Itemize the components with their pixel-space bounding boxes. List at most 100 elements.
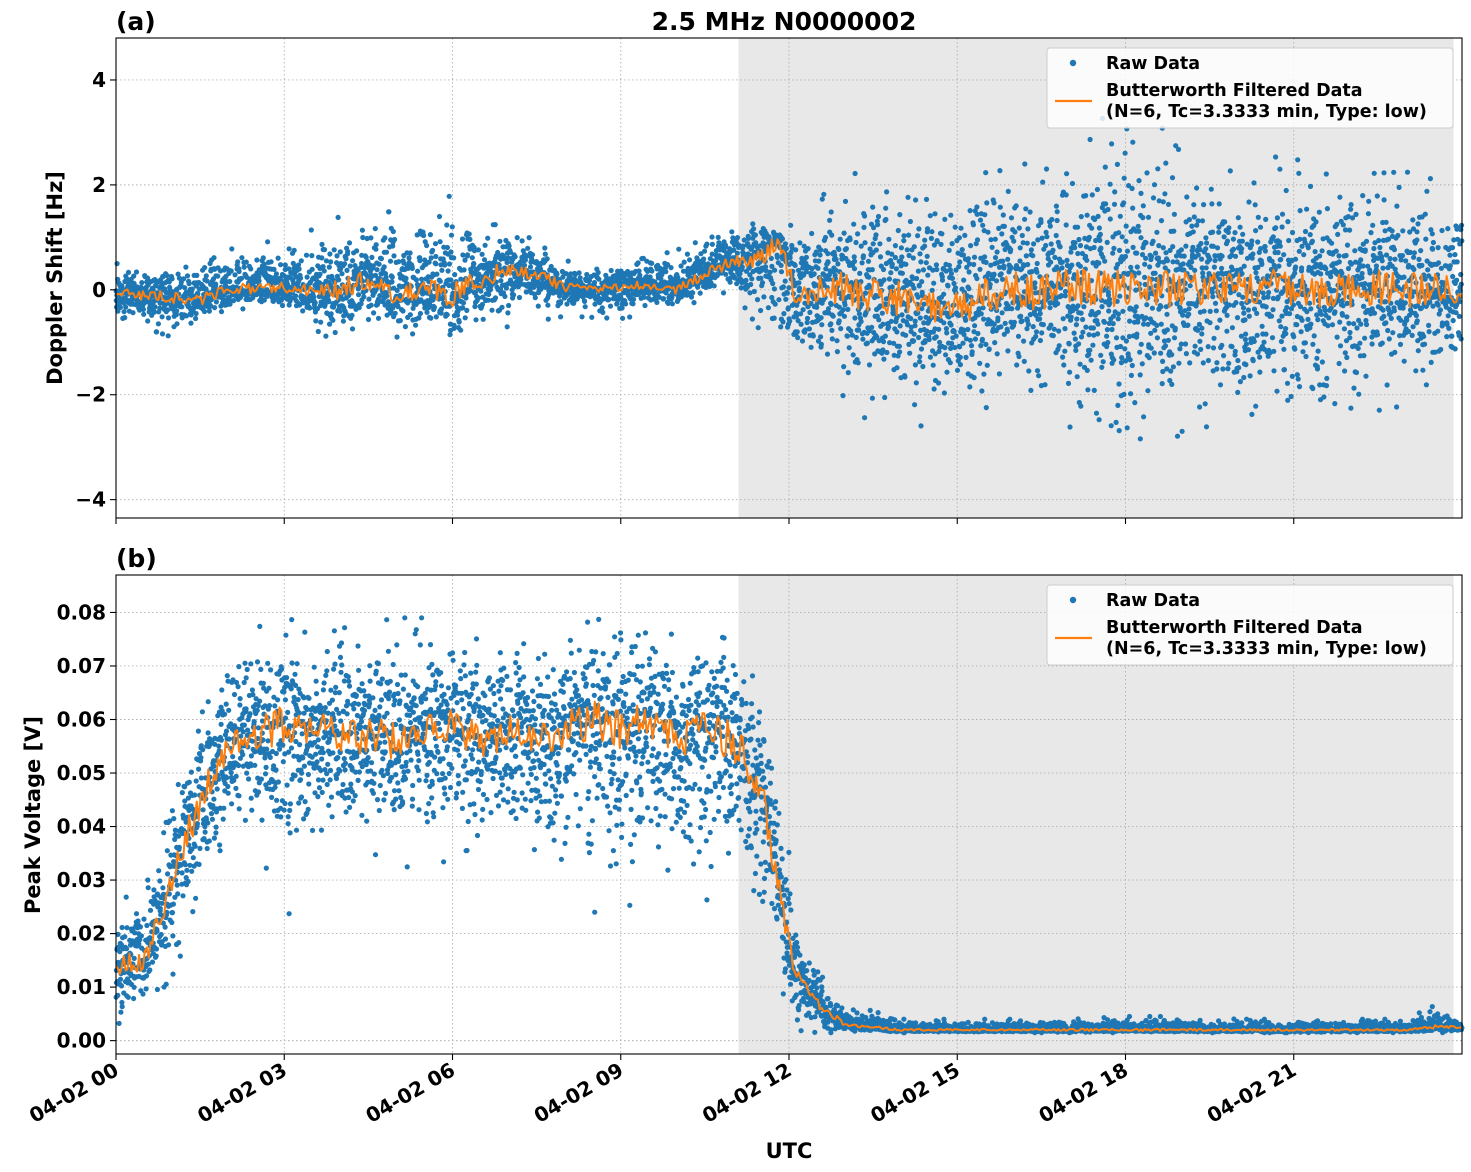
panel-a-raw-point — [155, 321, 161, 327]
panel-a-raw-point — [248, 266, 254, 272]
panel-a-raw-point — [663, 269, 669, 275]
panel-a-raw-point — [895, 227, 901, 234]
panel-a-raw-point — [1370, 222, 1376, 228]
panel-a-raw-point — [941, 291, 947, 297]
panel-a-raw-point — [842, 198, 849, 204]
panel-a-raw-point — [1224, 238, 1231, 244]
panel-a-raw-point — [596, 276, 602, 282]
panel-a-raw-point — [1219, 253, 1225, 259]
panel-a-raw-point — [1334, 334, 1340, 340]
panel-a-raw-point — [458, 327, 464, 333]
panel-a-raw-point — [442, 262, 448, 268]
panel-a-raw-point — [325, 293, 331, 299]
panel-a-raw-point — [1143, 315, 1149, 321]
panel-a-raw-point — [207, 302, 213, 309]
panel-a-raw-point — [1381, 197, 1387, 203]
panel-a-raw-point — [370, 263, 376, 269]
panel-a-raw-point — [844, 333, 851, 339]
panel-a-raw-point — [1170, 244, 1176, 250]
panel-a-raw-point — [437, 239, 443, 245]
panel-a-raw-point — [1216, 201, 1222, 207]
panel-a-raw-point — [956, 264, 962, 270]
panel-a-raw-point — [911, 285, 917, 291]
panel-a-raw-point — [238, 275, 245, 281]
panel-a-raw-point — [586, 277, 593, 284]
panel-a-raw-point — [859, 301, 865, 307]
panel-a-raw-point — [808, 344, 814, 350]
panel-a-raw-point — [1383, 219, 1389, 225]
panel-a-raw-point — [1030, 253, 1036, 259]
panel-a-raw-point — [164, 272, 170, 279]
panel-a-raw-point — [1336, 259, 1342, 265]
panel-a-raw-point — [1122, 253, 1129, 260]
panel-a-raw-point — [125, 269, 132, 275]
panel-a-raw-point — [1122, 346, 1128, 352]
panel-a-raw-point — [159, 331, 166, 337]
panel-a-raw-point — [359, 227, 365, 233]
panel-a-raw-point — [1148, 254, 1155, 260]
panel-a-raw-point — [828, 321, 834, 327]
panel-a-raw-point — [758, 307, 764, 314]
panel-a-raw-point — [1346, 320, 1352, 326]
panel-a-raw-point — [1133, 304, 1139, 310]
panel-a-raw-point — [1103, 201, 1109, 207]
panel-a-raw-point — [1250, 358, 1256, 364]
panel-a-raw-point — [1229, 325, 1235, 331]
panel-a-raw-point — [604, 315, 610, 321]
panel-a-raw-point — [865, 258, 872, 264]
panel-a-raw-point — [1105, 206, 1111, 213]
panel-a-raw-point — [743, 277, 749, 283]
panel-a-raw-point — [1225, 229, 1231, 235]
panel-a-raw-point — [1332, 309, 1338, 315]
panel-a-raw-point — [1359, 270, 1365, 277]
panel-a-raw-point — [1134, 264, 1140, 270]
panel-a-raw-point — [778, 269, 785, 275]
panel-a-raw-point — [1283, 331, 1289, 337]
panel-a-raw-point — [1174, 433, 1181, 439]
panel-a-raw-point — [1114, 161, 1120, 167]
panel-a-raw-point — [363, 254, 369, 260]
panel-a-raw-point — [1086, 332, 1092, 338]
panel-a-raw-point — [780, 284, 787, 290]
panel-a-raw-point — [1117, 293, 1123, 299]
panel-a-raw-point — [504, 324, 510, 330]
panel-a-raw-point — [974, 237, 981, 243]
panel-a-raw-point — [1251, 180, 1257, 186]
panel-a-raw-point — [261, 261, 267, 267]
panel-a-raw-point — [1075, 250, 1081, 257]
panel-a-raw-point — [994, 249, 1000, 255]
panel-a-raw-point — [702, 248, 708, 254]
panel-a-raw-point — [424, 242, 430, 249]
panel-a-raw-point — [1012, 229, 1018, 235]
panel-a-raw-point — [786, 285, 792, 291]
panel-a-raw-point — [506, 255, 512, 261]
panel-a-raw-point — [366, 296, 372, 302]
panel-a-raw-point — [503, 285, 509, 291]
panel-a-raw-point — [1303, 353, 1309, 360]
panel-a-raw-point — [912, 402, 918, 408]
panel-a-raw-point — [888, 270, 894, 276]
panel-a-raw-point — [481, 257, 488, 263]
panel-a-raw-point — [978, 343, 984, 349]
panel-a-raw-point — [354, 248, 360, 254]
panel-a-raw-point — [1185, 322, 1191, 328]
panel-a-raw-point — [467, 288, 473, 294]
panel-a-raw-point — [1283, 187, 1289, 194]
panel-a-raw-point — [936, 326, 942, 332]
panel-a-raw-point — [742, 305, 748, 311]
panel-a-raw-point — [279, 302, 286, 309]
panel-a-raw-point — [907, 218, 914, 225]
panel-a-raw-point — [1141, 414, 1147, 420]
panel-a-raw-point — [417, 258, 423, 264]
panel-a-raw-point — [991, 200, 997, 206]
panel-a-raw-point — [818, 247, 824, 253]
panel-a-raw-point — [397, 292, 403, 298]
panel-a-raw-point — [1101, 319, 1108, 325]
panel-a-raw-point — [558, 299, 564, 305]
panel-a-raw-point — [1005, 348, 1011, 354]
panel-a-raw-point — [181, 276, 187, 282]
panel-a-raw-point — [378, 256, 384, 262]
panel-a-raw-point — [818, 334, 824, 340]
panel-a-raw-point — [1043, 229, 1049, 235]
panel-a-raw-point — [482, 242, 488, 248]
